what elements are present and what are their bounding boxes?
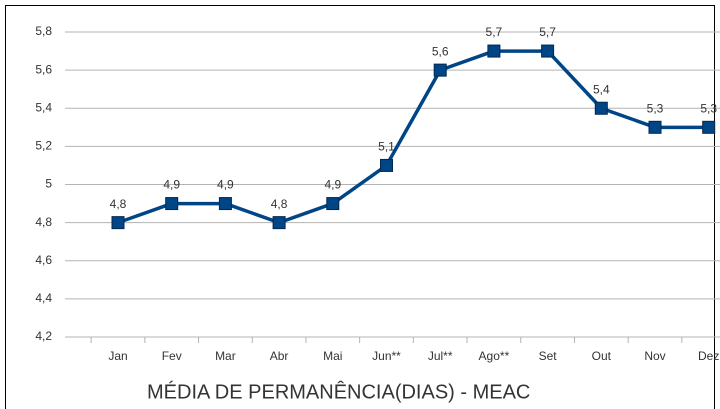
data-label: 4,9 (324, 178, 341, 192)
y-tick-label: 5,6 (35, 62, 52, 76)
y-tick-label: 4,8 (35, 215, 52, 229)
x-tick-label: Jul** (428, 349, 453, 363)
data-point (541, 44, 555, 58)
data-label: 4,8 (271, 197, 288, 211)
data-point (648, 120, 662, 134)
data-label: 5,1 (378, 140, 395, 154)
data-label: 4,9 (217, 178, 234, 192)
data-point (111, 216, 125, 230)
data-point (380, 158, 393, 172)
chart-frame (5, 5, 715, 409)
y-tick-label: 4,6 (35, 253, 52, 267)
data-point (272, 216, 286, 230)
x-tick-label: Jun** (372, 349, 401, 363)
data-point (594, 101, 608, 115)
data-line (117, 49, 709, 225)
data-point (702, 120, 716, 134)
x-tick-label: Ago** (479, 349, 510, 363)
y-tick-label: 5,8 (35, 24, 52, 38)
y-tick-label: 5,2 (35, 139, 52, 153)
data-label: 5,7 (539, 25, 556, 39)
data-label: 4,8 (110, 197, 127, 211)
data-point (487, 44, 501, 58)
y-tick-label: 4,4 (35, 291, 52, 305)
x-tick-label: Jan (108, 349, 127, 363)
data-point (326, 197, 340, 211)
data-label: 4,9 (163, 178, 180, 192)
data-point (165, 197, 179, 211)
data-point (433, 63, 447, 77)
data-label: 5,3 (700, 101, 717, 115)
y-tick-label: 5 (45, 177, 52, 191)
x-tick-label: Nov (644, 349, 665, 363)
data-label: 5,3 (647, 101, 664, 115)
data-label: 5,6 (432, 44, 449, 58)
chart-title: MÉDIA DE PERMANÊNCIA(DIAS) - MEAC (147, 380, 530, 403)
x-tick-label: Dez (698, 349, 719, 363)
data-label: 5,7 (486, 25, 503, 39)
x-tick-label: Abr (270, 349, 289, 363)
y-tick-label: 4,2 (35, 329, 52, 343)
x-tick-label: Set (539, 349, 558, 363)
data-point (218, 197, 232, 211)
x-tick-label: Mar (215, 349, 236, 363)
x-tick-label: Fev (162, 349, 182, 363)
data-label: 5,4 (593, 82, 610, 96)
x-tick-label: Out (592, 349, 612, 363)
y-tick-label: 5,4 (35, 100, 52, 114)
x-tick-label: Mai (323, 349, 342, 363)
